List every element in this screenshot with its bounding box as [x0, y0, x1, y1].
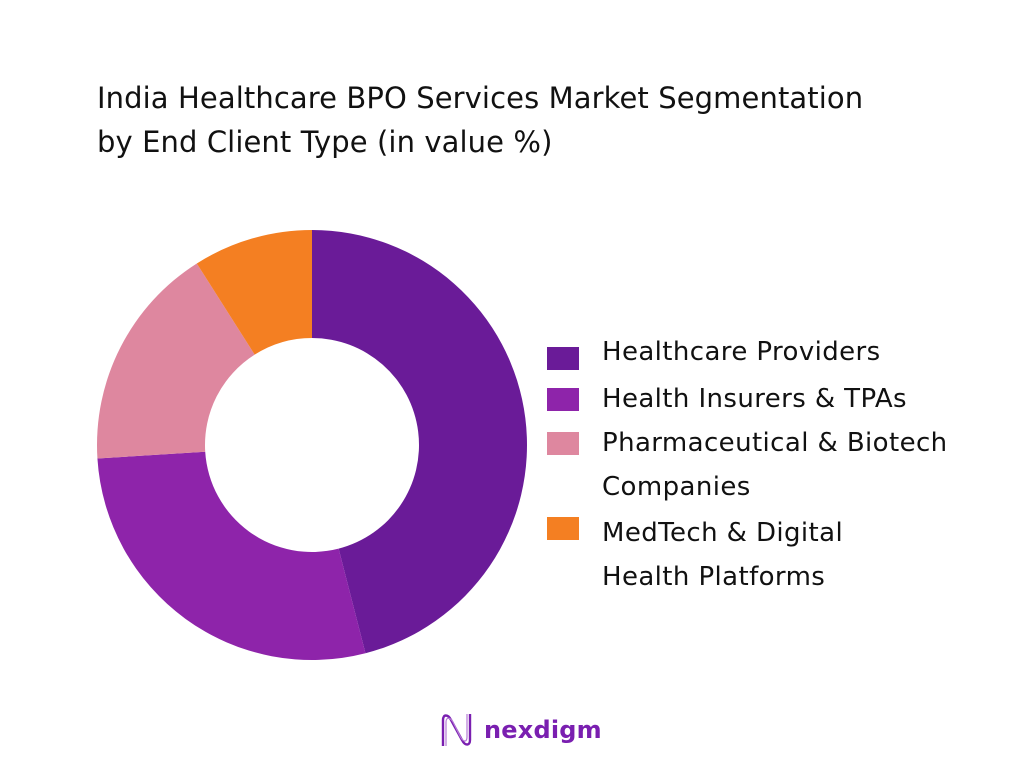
donut-slice-medtech-digital-health-platforms: [196, 230, 312, 355]
legend-label: Health Insurers & TPAs: [602, 384, 907, 414]
chart-title: India Healthcare BPO Services Market Seg…: [97, 76, 997, 164]
legend-swatch-pharma-biotech: [547, 432, 579, 455]
legend-label: Healthcare Providers: [602, 337, 881, 367]
donut-slice-health-insurers-tpas: [97, 451, 366, 660]
donut-slice-pharmaceutical-biotech-companies: [97, 263, 255, 459]
legend-label: MedTech & Digital Health Platforms: [602, 518, 844, 592]
nexdigm-wave-icon: [441, 714, 472, 746]
chart-title-line-1: India Healthcare BPO Services Market Seg…: [97, 81, 864, 115]
legend-swatch-health-insurers: [547, 388, 579, 411]
legend-label: Pharmaceutical & Biotech Companies: [602, 428, 948, 502]
donut-slice-healthcare-providers: [312, 230, 527, 654]
legend-swatch-healthcare-providers: [547, 347, 579, 370]
logo-text: nexdigm: [484, 716, 602, 744]
donut-slices: [97, 230, 527, 660]
legend-swatch-medtech-digital: [547, 517, 579, 540]
nexdigm-logo: nexdigm: [440, 712, 602, 748]
chart-title-line-2: by End Client Type (in value %): [97, 125, 553, 159]
